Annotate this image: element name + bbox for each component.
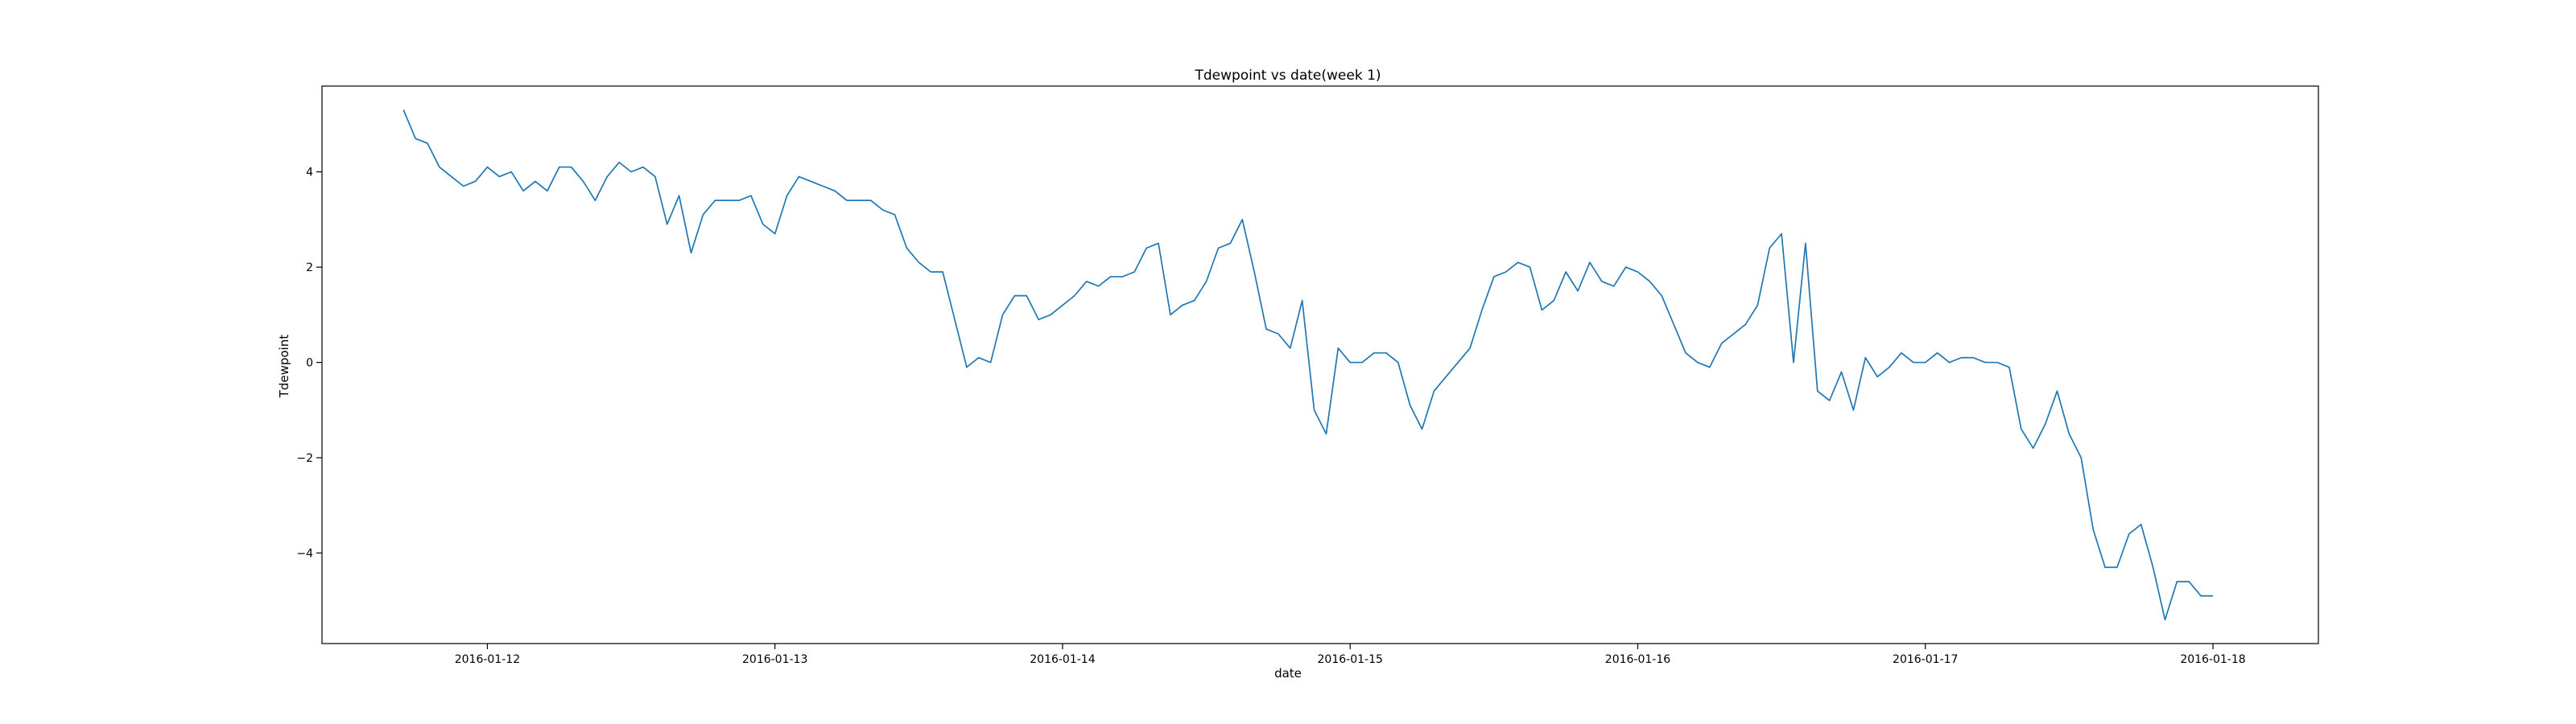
y-tick-label: 2 (306, 261, 313, 274)
series-line (402, 109, 2213, 621)
y-tick-label: −2 (296, 452, 313, 465)
x-tick-label: 2016-01-13 (742, 653, 807, 666)
y-tick-label: −4 (296, 547, 313, 560)
x-tick-label: 2016-01-15 (1318, 653, 1383, 666)
x-tick-label: 2016-01-18 (2180, 653, 2245, 666)
x-tick-label: 2016-01-17 (1893, 653, 1958, 666)
x-tick-label: 2016-01-16 (1605, 653, 1670, 666)
y-tick-label: 0 (306, 357, 313, 370)
x-tick-label: 2016-01-12 (455, 653, 520, 666)
axes-frame (321, 85, 2319, 644)
y-axis-title: Tdewpoint (277, 335, 291, 399)
chart-title: Tdewpoint vs date(week 1) (1194, 68, 1381, 84)
x-tick-label: 2016-01-14 (1030, 653, 1095, 666)
x-axis-title: date (1274, 666, 1302, 681)
y-tick-label: 4 (306, 167, 313, 179)
plot-area: 2016-01-12 2016-01-13 2016-01-14 2016-01-15… (296, 85, 2319, 666)
